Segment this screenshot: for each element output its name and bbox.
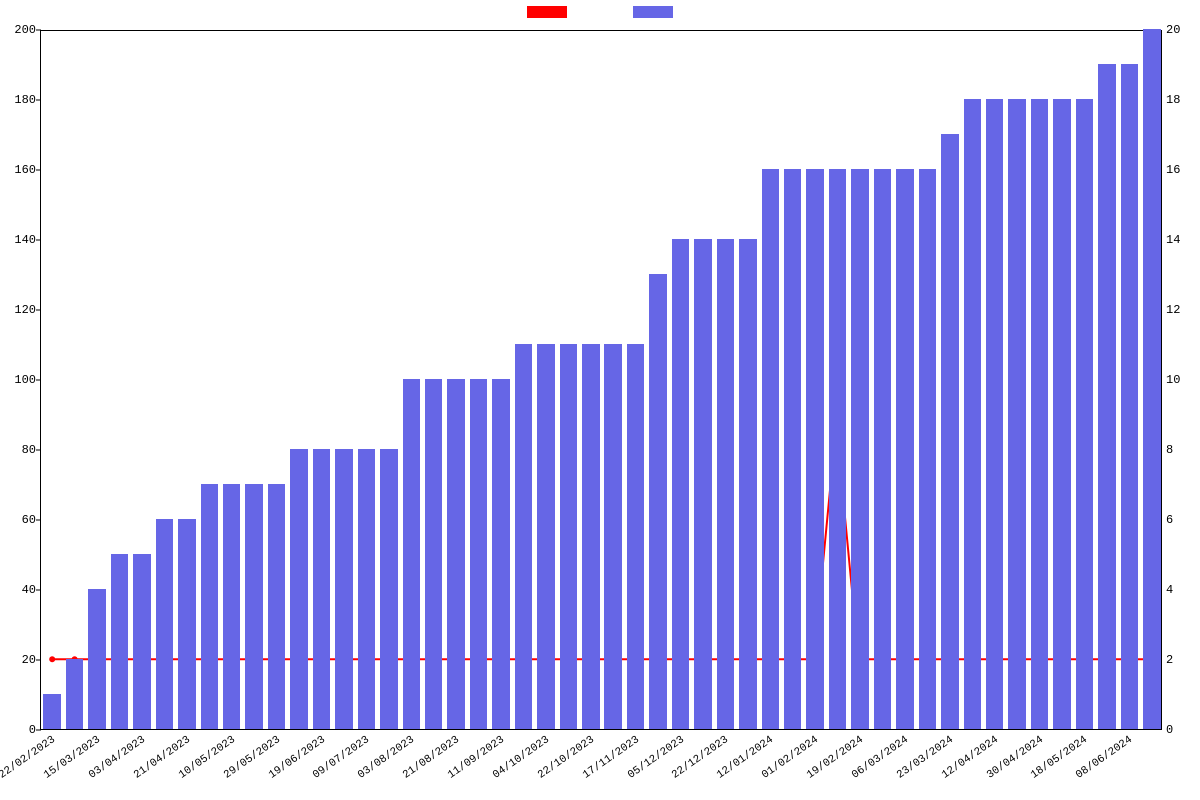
line-marker [49, 656, 55, 662]
y-right-tick-label: 20 [1166, 23, 1196, 37]
bar [896, 169, 914, 729]
bar [425, 379, 443, 729]
bar [156, 519, 174, 729]
plot-area [40, 30, 1162, 730]
y-left-tick-label: 160 [0, 163, 36, 177]
bar [964, 99, 982, 729]
y-right-tick-label: 8 [1166, 443, 1196, 457]
bar [1076, 99, 1094, 729]
y-left-tick-label: 100 [0, 373, 36, 387]
y-right-tick-label: 16 [1166, 163, 1196, 177]
bar [447, 379, 465, 729]
y-left-tick-label: 80 [0, 443, 36, 457]
bar [1098, 64, 1116, 729]
y-right-tick-label: 6 [1166, 513, 1196, 527]
bar [290, 449, 308, 729]
bar [66, 659, 84, 729]
bar [470, 379, 488, 729]
bar [313, 449, 331, 729]
bar [358, 449, 376, 729]
y-right-tick-label: 14 [1166, 233, 1196, 247]
y-left-tick-label: 0 [0, 723, 36, 737]
bar [874, 169, 892, 729]
bar [649, 274, 667, 729]
y-right-tick-label: 2 [1166, 653, 1196, 667]
bar [111, 554, 129, 729]
chart-container: 0 20 40 60 80 100 120 140 160 180 200 0 2 4 6 8 10 12 14 1… [0, 0, 1200, 800]
x-axis: 22/02/202315/03/202303/04/202321/04/2023… [40, 734, 1162, 794]
y-axis-left: 020406080100120140160180200 [0, 30, 36, 730]
bar [380, 449, 398, 729]
y-right-tick-label: 10 [1166, 373, 1196, 387]
y-right-tick-label: 18 [1166, 93, 1196, 107]
bar [178, 519, 196, 729]
legend-swatch-line [527, 6, 567, 18]
bar [829, 169, 847, 729]
y-axis-right: 02468101214161820 [1166, 30, 1196, 730]
bar [268, 484, 286, 729]
bar [1143, 29, 1161, 729]
bar [245, 484, 263, 729]
bar [335, 449, 353, 729]
bar [403, 379, 421, 729]
bar [762, 169, 780, 729]
bar [627, 344, 645, 729]
bar [43, 694, 61, 729]
bar [919, 169, 937, 729]
bar [604, 344, 622, 729]
y-right-tick-label: 0 [1166, 723, 1196, 737]
bar [986, 99, 1004, 729]
bar [201, 484, 219, 729]
y-left-tick-label: 140 [0, 233, 36, 247]
y-left-tick-label: 180 [0, 93, 36, 107]
bar [1053, 99, 1071, 729]
bar [1121, 64, 1139, 729]
bar [784, 169, 802, 729]
bar [515, 344, 533, 729]
legend [0, 6, 1200, 19]
y-right-tick-label: 4 [1166, 583, 1196, 597]
legend-swatch-bar [633, 6, 673, 18]
bar [537, 344, 555, 729]
y-left-tick-label: 40 [0, 583, 36, 597]
bar [1031, 99, 1049, 729]
bar [851, 169, 869, 729]
bar [694, 239, 712, 729]
bar [560, 344, 578, 729]
bar [806, 169, 824, 729]
bar [941, 134, 959, 729]
bar [133, 554, 151, 729]
y-left-tick-label: 20 [0, 653, 36, 667]
y-left-tick-label: 120 [0, 303, 36, 317]
bar [739, 239, 757, 729]
y-left-tick-label: 60 [0, 513, 36, 527]
bar [717, 239, 735, 729]
bar [223, 484, 241, 729]
bar [672, 239, 690, 729]
bar [492, 379, 510, 729]
y-left-tick-label: 200 [0, 23, 36, 37]
bar [582, 344, 600, 729]
bar [1008, 99, 1026, 729]
y-right-tick-label: 12 [1166, 303, 1196, 317]
bar [88, 589, 106, 729]
